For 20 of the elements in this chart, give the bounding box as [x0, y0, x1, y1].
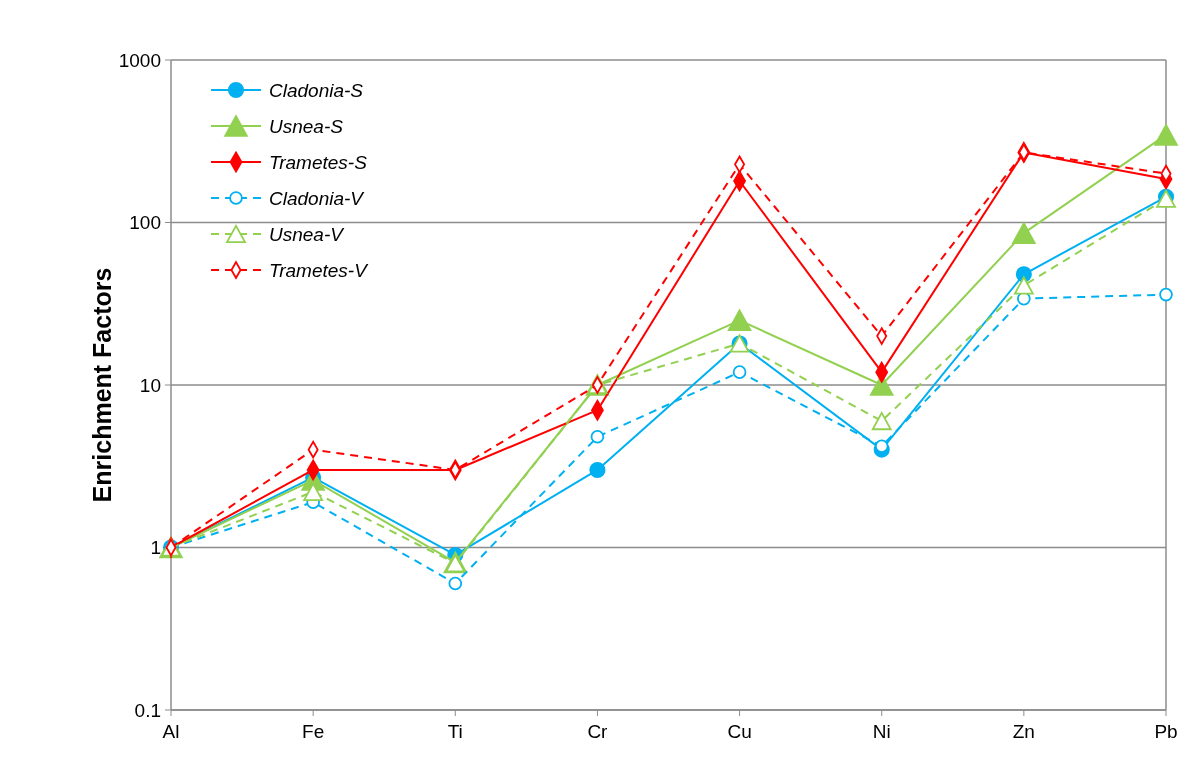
x-tick-label: Pb [1154, 721, 1178, 742]
y-tick-label: 10 [139, 374, 161, 396]
legend-label: Trametes-V [269, 259, 370, 281]
x-tick-label: Zn [1012, 721, 1035, 742]
y-tick-label: 100 [129, 212, 161, 234]
legend-label: Cladonia-S [269, 79, 364, 101]
x-tick-label: Ti [447, 721, 463, 742]
y-tick-label: 1000 [118, 49, 161, 71]
x-tick-label: Cu [727, 721, 752, 742]
legend-label: Trametes-S [269, 151, 368, 173]
legend-label: Usnea-S [269, 115, 344, 137]
legend-label: Usnea-V [269, 223, 346, 245]
x-tick-label: Fe [302, 721, 325, 742]
y-tick-label: 0.1 [134, 699, 161, 721]
x-tick-label: Al [162, 721, 180, 742]
y-tick-label: 1 [150, 537, 161, 559]
x-tick-label: Cr [587, 721, 609, 742]
x-tick-label: Ni [872, 721, 891, 742]
legend-label: Cladonia-V [269, 187, 366, 209]
y-axis-title: Enrichment Factors [88, 267, 116, 503]
